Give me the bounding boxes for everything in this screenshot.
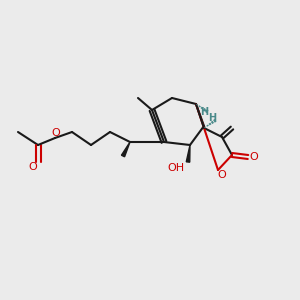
- Text: H: H: [208, 113, 216, 123]
- Polygon shape: [186, 145, 190, 162]
- Text: O: O: [250, 152, 258, 162]
- Text: H: H: [200, 107, 208, 117]
- Text: OH: OH: [167, 163, 184, 173]
- Text: O: O: [52, 128, 60, 138]
- Text: O: O: [218, 170, 226, 180]
- Text: O: O: [28, 162, 38, 172]
- Polygon shape: [122, 142, 130, 157]
